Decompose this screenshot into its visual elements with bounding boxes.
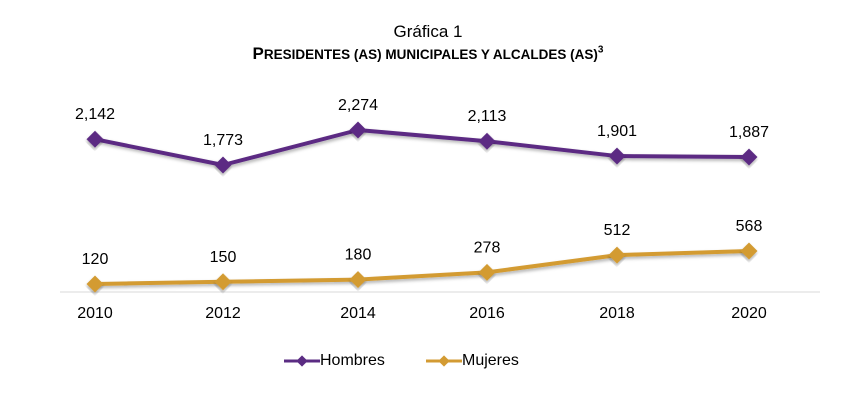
marker-hombres-2010: [86, 130, 104, 148]
chart-caption: Gráfica 1: [393, 22, 463, 41]
marker-mujeres-2018: [608, 246, 626, 264]
x-tick-label-2012: 2012: [205, 305, 241, 322]
data-label-hombres-2014: 2,274: [338, 97, 378, 114]
x-tick-label-2020: 2020: [731, 305, 767, 322]
data-label-hombres-2010: 2,142: [75, 106, 115, 123]
data-label-mujeres-2012: 150: [210, 249, 237, 266]
x-tick-label-2010: 2010: [77, 305, 113, 322]
series-line-mujeres: [94, 249, 750, 286]
data-label-mujeres-2020: 568: [736, 218, 763, 235]
x-tick-label-2016: 2016: [469, 305, 505, 322]
data-label-mujeres-2014: 180: [345, 247, 372, 264]
marker-mujeres-2016: [478, 263, 496, 281]
legend-swatch-mujeres: [426, 355, 462, 367]
marker-mujeres-2014: [349, 271, 367, 289]
legend-swatch-hombres: [284, 355, 320, 367]
data-label-mujeres-2016: 278: [474, 239, 501, 256]
legend-item-hombres: Hombres: [284, 352, 385, 370]
marker-mujeres-2012: [214, 273, 232, 291]
data-label-mujeres-2018: 512: [604, 222, 631, 239]
chart-title-rest: RESIDENTES (AS) MUNICIPALES Y ALCALDES (…: [263, 47, 598, 62]
legend-label-hombres: Hombres: [320, 352, 385, 369]
legend-label-mujeres: Mujeres: [462, 352, 519, 369]
marker-hombres-2020: [740, 148, 758, 166]
x-tick-label-2014: 2014: [340, 305, 376, 322]
marker-hombres-2016: [478, 132, 496, 150]
data-label-hombres-2012: 1,773: [203, 132, 243, 149]
data-label-hombres-2020: 1,887: [729, 124, 769, 141]
data-label-hombres-2016: 2,113: [468, 108, 507, 125]
chart-legend: Hombres Mujeres: [0, 352, 856, 376]
x-tick-label-2018: 2018: [599, 305, 635, 322]
marker-hombres-2014: [349, 121, 367, 139]
marker-hombres-2018: [608, 147, 626, 165]
marker-mujeres-2020: [740, 242, 758, 260]
legend-item-mujeres: Mujeres: [426, 352, 519, 370]
marker-mujeres-2010: [86, 275, 104, 293]
marker-hombres-2012: [214, 156, 232, 174]
data-label-hombres-2018: 1,901: [597, 123, 637, 140]
chart-title-superscript: 3: [597, 44, 604, 56]
chart-title: PRESIDENTES (AS) MUNICIPALES Y ALCALDES …: [0, 44, 856, 64]
series-line-hombres: [94, 128, 750, 167]
data-label-mujeres-2010: 120: [82, 251, 109, 268]
chart-title-initial: P: [252, 44, 264, 63]
